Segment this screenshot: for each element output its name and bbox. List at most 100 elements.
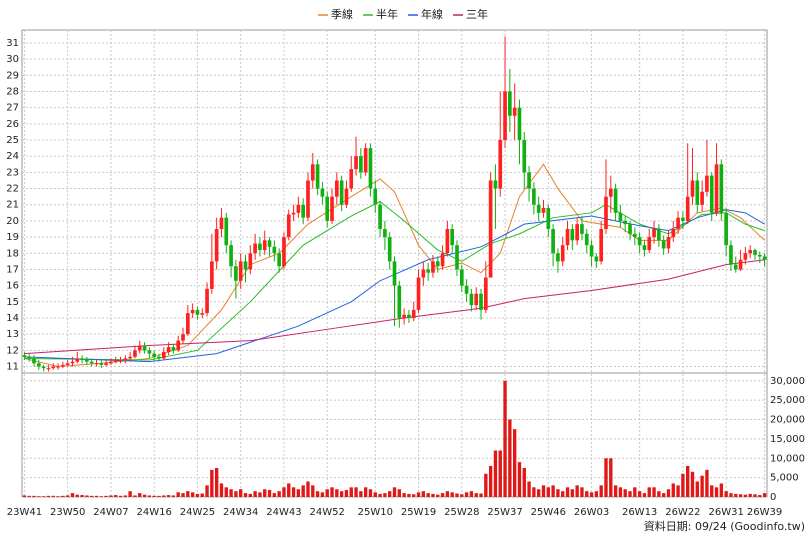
candle-body [570,229,575,241]
candle-body [431,261,435,273]
candle-body [152,353,157,357]
candle-body [258,243,262,251]
volume-bar [412,494,416,497]
volume-bar [388,491,392,497]
volume-bar [32,495,36,497]
candle-body [435,261,440,267]
y-tick-label: 19 [6,232,19,243]
candle-body [339,180,344,205]
candle-body [368,148,373,189]
volume-bar [748,493,752,497]
volume-bar [517,462,522,497]
volume-bar [99,496,103,497]
volume-bar [762,493,767,497]
candle-body [157,356,161,359]
volume-bar [330,487,334,497]
volume-bar [556,489,560,497]
volume-bar [190,492,195,497]
candle-body [383,229,387,238]
volume-bar [460,494,464,497]
volume-bar [455,493,459,497]
y-tick-label: 20 [6,216,19,227]
volume-bar [551,485,555,497]
candle-body [479,293,483,310]
candle-body [286,214,291,238]
volume-bar [325,489,329,497]
candle-body [532,188,536,205]
candle-body [565,229,570,246]
volume-bar [248,493,252,497]
x-tick-label: 26W22 [665,507,700,518]
volume-bar [311,485,315,497]
volume-bar [51,495,55,497]
volume-bar [431,493,435,497]
volume-bar [41,496,46,497]
candle-body [36,363,41,367]
candle-body [508,91,512,116]
volume-bar [335,489,339,497]
volume-bar [56,496,60,497]
volume-bar [753,494,757,497]
candle-body [118,360,123,362]
candle-body [714,164,719,213]
y-tick-label: 15 [6,297,19,308]
volume-bar [402,493,406,497]
y-tick-label: 17 [6,264,19,275]
volume-bar [594,491,599,497]
x-tick-label: 24W25 [180,507,215,518]
y-tick-label: 26 [6,119,19,130]
candle-body [618,212,623,221]
volume-bar [613,485,618,497]
volume-bar [661,493,666,497]
volume-bar [138,493,142,497]
volume-bar [171,495,176,497]
volume-bar [315,491,320,497]
candle-body [113,360,118,362]
y2-tick-label: 20,000 [770,415,805,426]
y-tick-label: 11 [6,362,19,373]
volume-bar [258,492,262,497]
volume-bar [416,492,421,497]
candle-body [315,164,320,189]
candle-body [647,237,652,251]
volume-bar [652,487,656,497]
candle-body [89,361,94,364]
volume-bar [320,492,325,497]
volume-bar [109,495,113,497]
candle-body [219,217,224,230]
candle-body [637,237,642,246]
volume-bar [147,495,152,497]
x-tick-label: 25W10 [358,507,393,518]
x-tick-label: 26W13 [622,507,657,518]
candle-body [359,156,363,173]
candle-body [440,253,445,267]
y2-tick-label: 5,000 [770,473,799,484]
y-tick-label: 30 [6,54,19,65]
candle-body [267,240,272,247]
volume-bar [277,491,281,497]
y2-tick-label: 10,000 [770,453,805,464]
volume-bar [243,493,248,497]
volume-bar [392,487,397,497]
volume-bar [407,493,411,497]
volume-bar [532,487,536,497]
volume-bar [397,489,401,497]
candle-body [748,250,753,254]
volume-bar [267,490,272,497]
candle-body [99,363,104,365]
candle-body [594,256,599,262]
candle-body [277,253,281,267]
volume-bar [503,380,507,497]
x-tick-label: 23W50 [50,507,85,518]
volume-bar [90,495,94,497]
candle-body [560,245,565,262]
volume-bar [537,489,541,497]
volume-bar [623,489,627,497]
candle-body [224,217,229,246]
candle-body [214,229,219,262]
candle-body [262,240,267,251]
ma-line [24,209,765,363]
volume-bar [686,466,690,497]
x-tick-label: 25W37 [487,507,522,518]
legend-label: 半年 [376,7,398,21]
